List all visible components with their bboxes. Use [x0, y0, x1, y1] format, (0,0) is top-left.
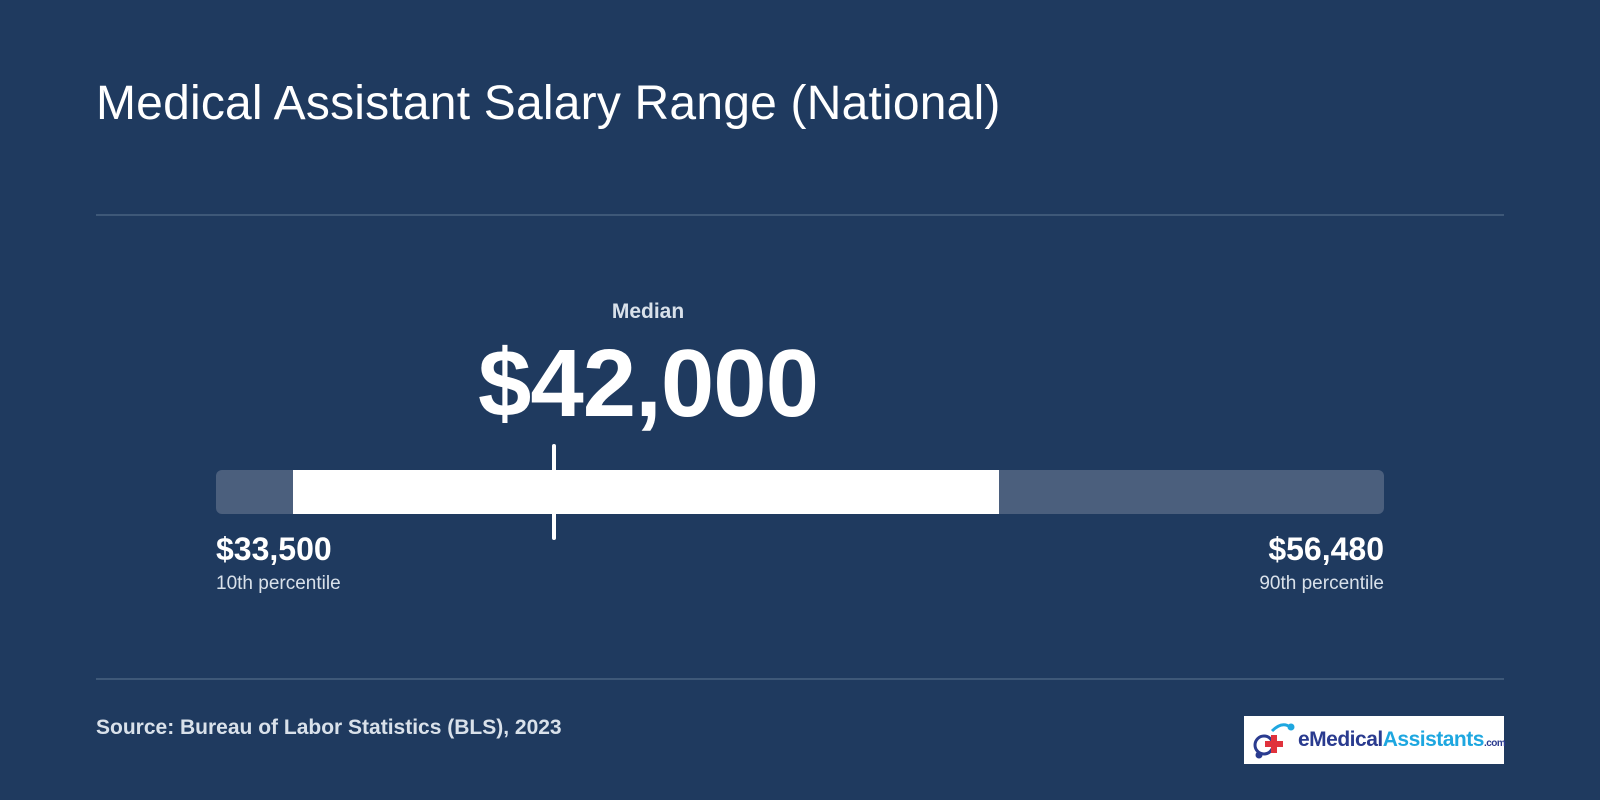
high-caption: 90th percentile	[1259, 573, 1384, 595]
source-note: Source: Bureau of Labor Statistics (BLS)…	[96, 716, 562, 739]
logo-text-assistants: Assistants	[1382, 728, 1485, 751]
median-value: $42,000	[477, 330, 819, 437]
low-caption: 10th percentile	[216, 573, 341, 595]
logo-wordmark: eMedicalAssistants.com	[1298, 728, 1506, 752]
median-block: Median $42,000	[448, 300, 848, 432]
brand-logo[interactable]: eMedicalAssistants.com	[1244, 716, 1506, 764]
low-value: $33,500	[216, 531, 332, 567]
medical-cross-icon	[1253, 723, 1295, 759]
high-value: $56,480	[1268, 531, 1384, 567]
salary-track	[216, 470, 1384, 514]
bottom-divider	[96, 678, 1504, 680]
median-marker	[552, 444, 557, 540]
salary-range-bar	[292, 470, 1000, 514]
low-end-label: $33,500 10th percentile	[216, 531, 341, 595]
chart-title: Medical Assistant Salary Range (National…	[96, 77, 1001, 130]
logo-text-emedical: eMedical	[1298, 728, 1383, 751]
median-caption: Median	[611, 300, 685, 323]
high-end-label: $56,480 90th percentile	[1259, 531, 1384, 595]
logo-text-com: .com	[1483, 738, 1506, 749]
top-divider	[96, 214, 1504, 216]
